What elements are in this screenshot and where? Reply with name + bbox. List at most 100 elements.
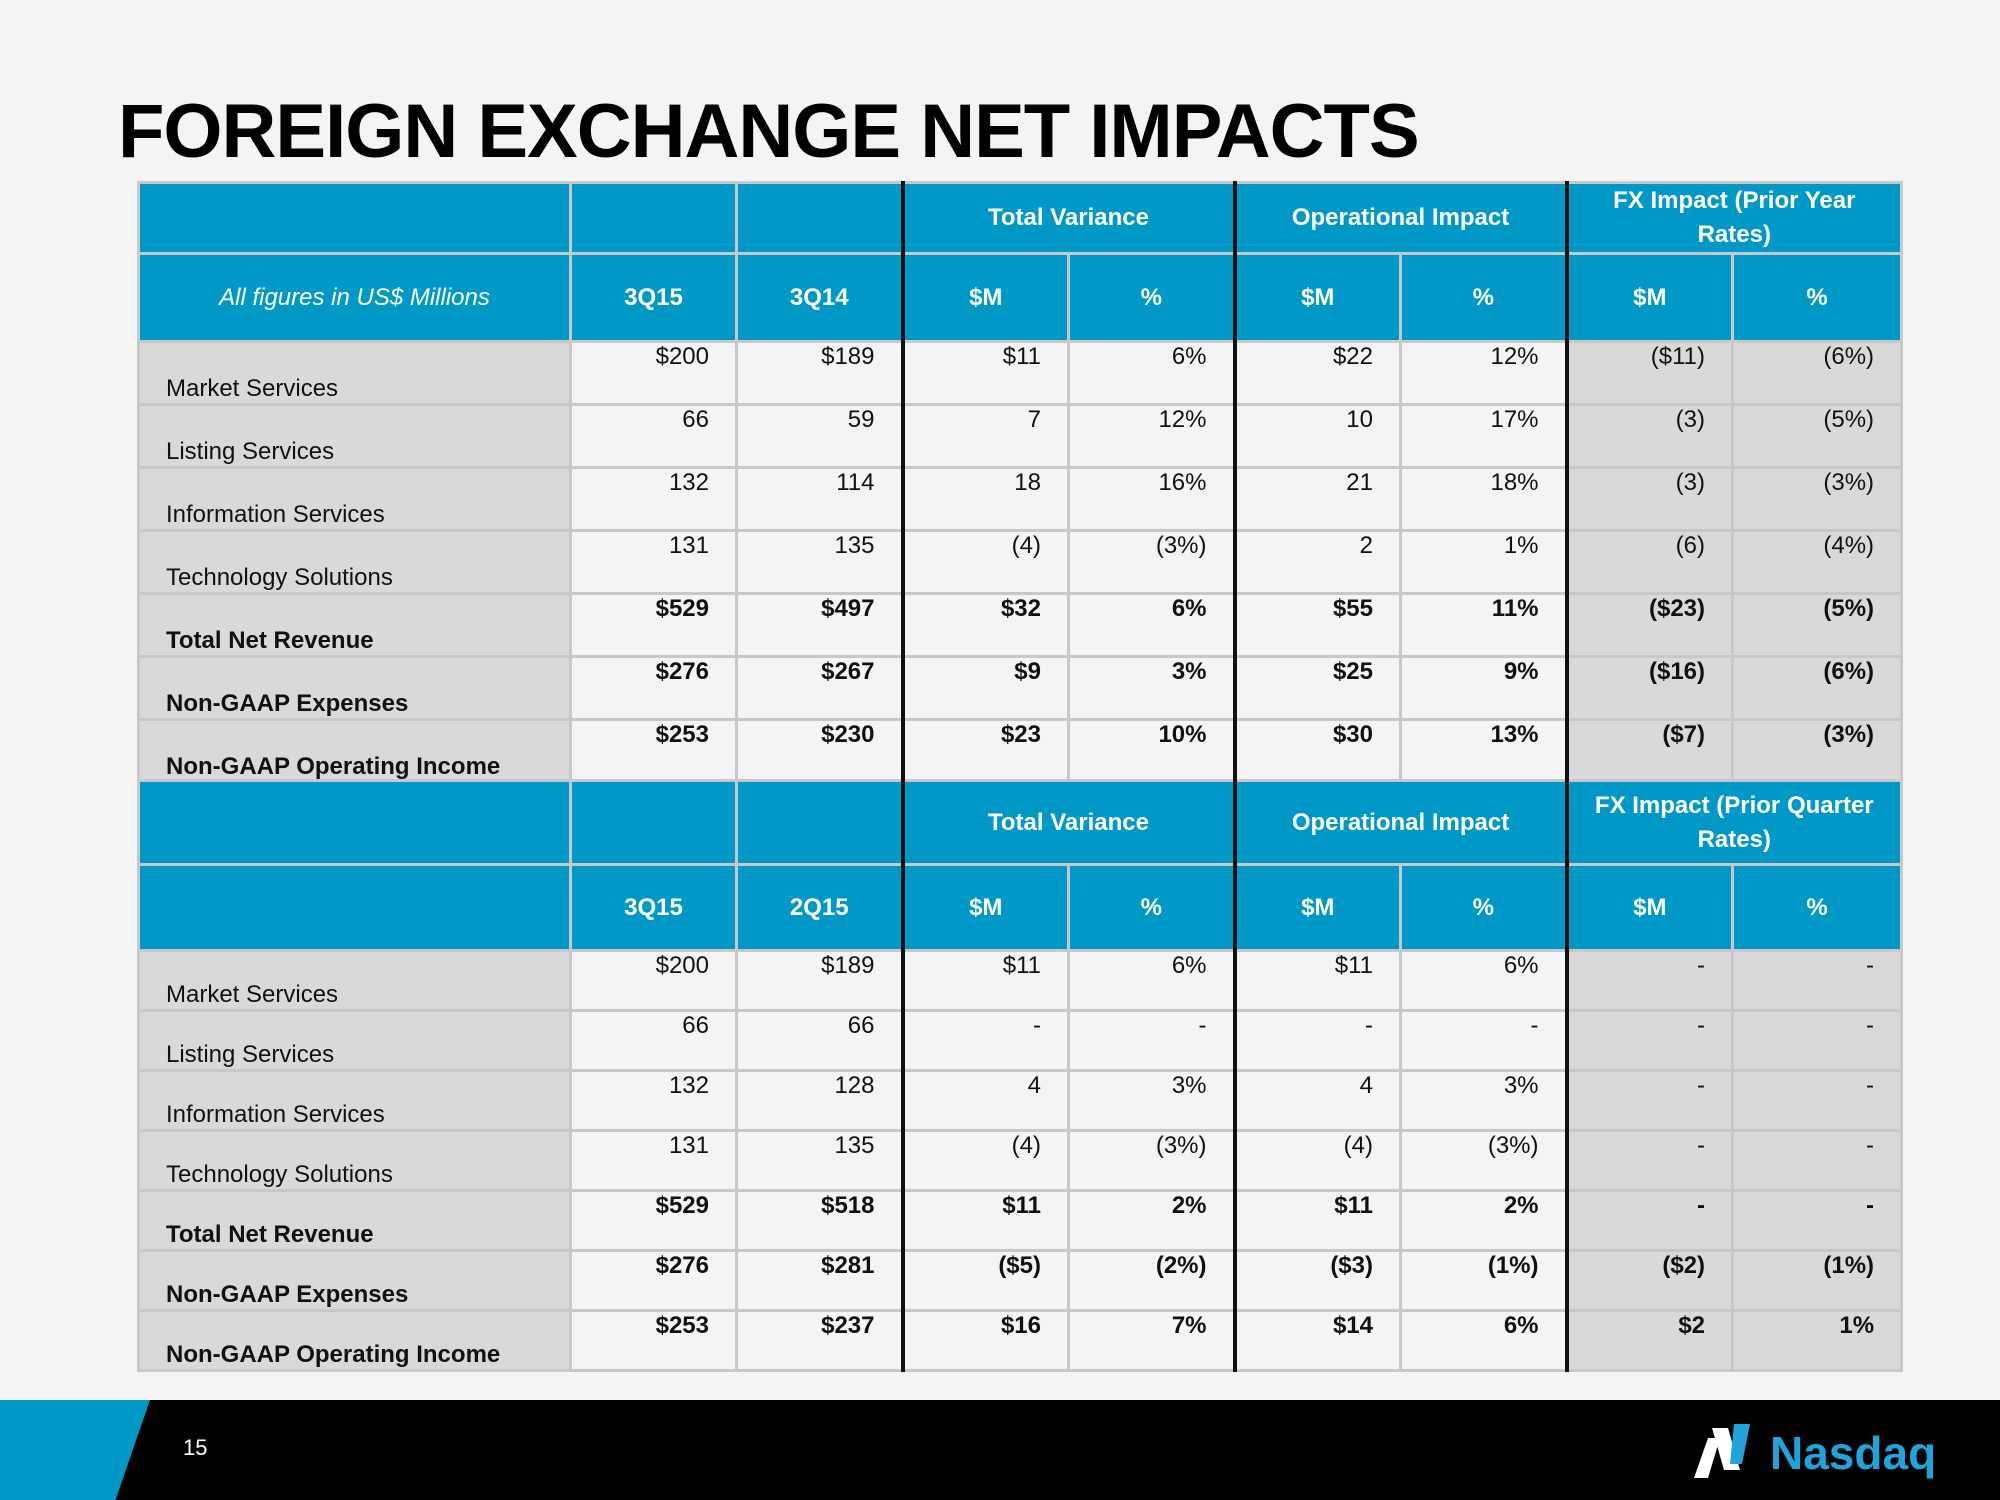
table-cell: ($5) <box>900 1249 1070 1312</box>
table-row: Information Services 132 114 18 16% 21 18% (3)(… <box>137 466 1904 532</box>
table-cell: 114 <box>735 466 904 532</box>
table-cell: 132 <box>569 466 738 532</box>
table-cell: $11 <box>900 949 1070 1012</box>
column-header: $M <box>1232 863 1402 952</box>
column-header: $M <box>1564 252 1735 343</box>
column-header: $M <box>1564 863 1735 952</box>
column-header: 3Q15 <box>569 252 738 343</box>
table-cell: 10 <box>1232 403 1402 469</box>
table-row: Non-GAAP Expenses $276 $281 ($5) (2%) ($3) (1%… <box>137 1249 1904 1312</box>
table-row: Total Net Revenue $529 $497 $32 6% $55 11% ($23… <box>137 592 1904 658</box>
table-cell: (6%) <box>1731 655 1904 721</box>
table-cell: $11 <box>1232 1189 1402 1252</box>
table-cell: - <box>1564 949 1735 1012</box>
table-cell: - <box>1564 1129 1735 1192</box>
table-cell: ($16) <box>1564 655 1735 721</box>
table-cell: $237 <box>735 1309 904 1372</box>
table-cell: 66 <box>735 1009 904 1072</box>
row-label: Market Services <box>137 949 572 1012</box>
group-header-row: Total Variance Operational Impact FX Imp… <box>137 181 1904 255</box>
table-cell: ($11) <box>1564 340 1735 406</box>
table-cell: $253 <box>569 718 738 784</box>
row-label: Non-GAAP Operating Income <box>137 1309 572 1372</box>
table-cell: 6% <box>1067 340 1236 406</box>
table-cell: $14 <box>1232 1309 1402 1372</box>
table-cell: (3) <box>1564 466 1735 532</box>
table-cell: $267 <box>735 655 904 721</box>
column-header: % <box>1731 863 1904 952</box>
column-header: 3Q14 <box>735 252 904 343</box>
table-cell: - <box>1731 1189 1904 1252</box>
table-cell: $9 <box>900 655 1070 721</box>
table-cell: $189 <box>735 949 904 1012</box>
table-cell: 12% <box>1067 403 1236 469</box>
footer-accent-stripe <box>0 1400 150 1500</box>
table-cell: 128 <box>735 1069 904 1132</box>
table-cell: $276 <box>569 1249 738 1312</box>
table-cell: - <box>1731 1009 1904 1072</box>
table-cell: $529 <box>569 1189 738 1252</box>
table-cell: (1%) <box>1398 1249 1569 1312</box>
table-cell: $253 <box>569 1309 738 1372</box>
table-cell: $11 <box>1232 949 1402 1012</box>
row-label: Information Services <box>137 466 572 532</box>
row-label: Listing Services <box>137 1009 572 1072</box>
table-cell: $200 <box>569 340 738 406</box>
table-cell: 2% <box>1067 1189 1236 1252</box>
table-cell: (4) <box>900 1129 1070 1192</box>
fx-table-prior-quarter: Total Variance Operational Impact FX Imp… <box>137 779 1904 1372</box>
table-cell: (3%) <box>1731 466 1904 532</box>
table-cell: $189 <box>735 340 904 406</box>
table-cell: 1% <box>1398 529 1569 595</box>
table-cell: $497 <box>735 592 904 658</box>
empty-header-cell <box>137 181 572 255</box>
table-cell: $23 <box>900 718 1070 784</box>
table-cell: 3% <box>1067 1069 1236 1132</box>
table-cell: $200 <box>569 949 738 1012</box>
table-cell: (3%) <box>1067 1129 1236 1192</box>
column-header: $M <box>900 863 1070 952</box>
table-cell: 59 <box>735 403 904 469</box>
table-row: Market Services $200 $189 $11 6% $11 6% - - <box>137 949 1904 1012</box>
row-label: Information Services <box>137 1069 572 1132</box>
table-cell: 131 <box>569 1129 738 1192</box>
table-cell: (6) <box>1564 529 1735 595</box>
table-cell: $230 <box>735 718 904 784</box>
table-row: Non-GAAP Expenses $276 $267 $9 3% $25 9% ($16)(… <box>137 655 1904 721</box>
group-header-total-variance: Total Variance <box>900 779 1236 866</box>
table-cell: 7% <box>1067 1309 1236 1372</box>
empty-header-cell <box>569 181 738 255</box>
group-header-row: Total Variance Operational Impact FX Imp… <box>137 779 1904 866</box>
table-cell: 131 <box>569 529 738 595</box>
row-label: Technology Solutions <box>137 529 572 595</box>
table-cell: 66 <box>569 1009 738 1072</box>
group-header-fx-impact: FX Impact (Prior Year Rates) <box>1564 181 1904 255</box>
table-cell: 6% <box>1067 949 1236 1012</box>
table-cell: $2 <box>1564 1309 1735 1372</box>
table-cell: 17% <box>1398 403 1569 469</box>
table-cell: 2 <box>1232 529 1402 595</box>
table-cell: ($23) <box>1564 592 1735 658</box>
table-cell: 21 <box>1232 466 1402 532</box>
table-cell: - <box>1564 1009 1735 1072</box>
table-row: Technology Solutions 131 135 (4) (3%) 2 1% (6)(… <box>137 529 1904 595</box>
group-header-fx-impact: FX Impact (Prior Quarter Rates) <box>1564 779 1904 866</box>
table-cell: 18% <box>1398 466 1569 532</box>
column-header: % <box>1067 252 1236 343</box>
table-cell: 16% <box>1067 466 1236 532</box>
table-cell: 135 <box>735 529 904 595</box>
table-cell: 4 <box>1232 1069 1402 1132</box>
table-cell: 7 <box>900 403 1070 469</box>
empty-header-cell <box>735 779 904 866</box>
table-cell: - <box>1731 1069 1904 1132</box>
table-cell: $281 <box>735 1249 904 1312</box>
table-cell: 132 <box>569 1069 738 1132</box>
table-row: Listing Services 66 66- - - - - - <box>137 1009 1904 1072</box>
table-cell: - <box>1398 1009 1569 1072</box>
group-header-operational-impact: Operational Impact <box>1232 181 1569 255</box>
column-header-row: All figures in US$ Millions 3Q15 3Q14 $M… <box>137 252 1904 343</box>
page-number: 15 <box>183 1435 208 1460</box>
table-cell: (2%) <box>1067 1249 1236 1312</box>
table-cell: $16 <box>900 1309 1070 1372</box>
table-cell: $276 <box>569 655 738 721</box>
